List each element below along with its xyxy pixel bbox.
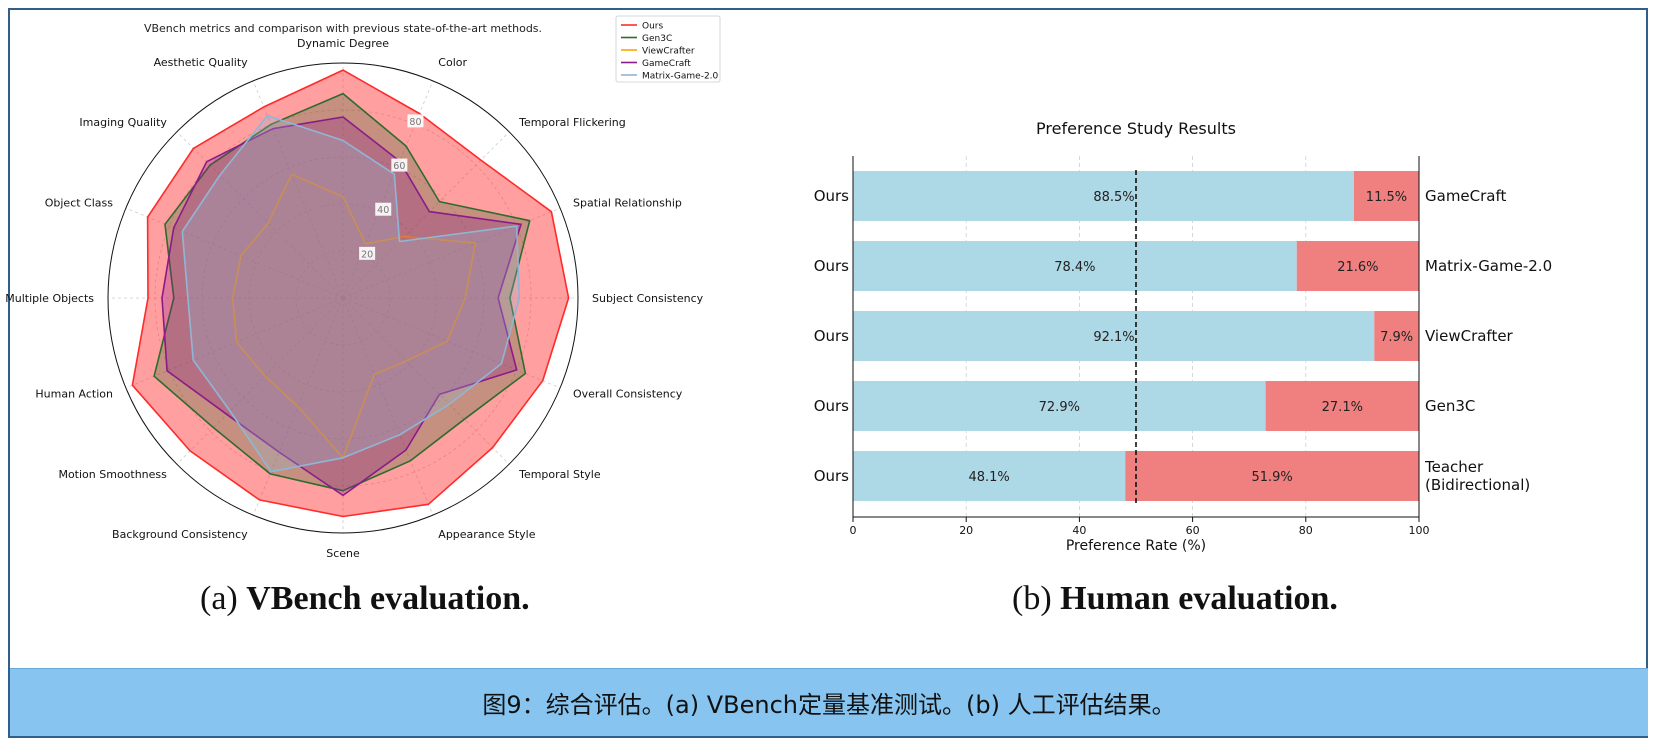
bar-baseline-value-label: 11.5% — [1366, 190, 1407, 205]
radar-axis-label-appearance-style: Appearance Style — [438, 528, 535, 541]
bar-ours-value-label: 88.5% — [1093, 190, 1134, 205]
bar-ours-segment — [853, 311, 1375, 361]
bar-baseline-value-label: 27.1% — [1322, 400, 1363, 415]
radar-series-gen3c — [153, 92, 531, 492]
bar-left-label: Ours — [814, 257, 849, 275]
caption-b: (b) Human evaluation. — [1012, 580, 1338, 618]
radar-axis-label-scene: Scene — [326, 547, 360, 560]
legend-label-gen3c: Gen3C — [642, 34, 672, 44]
radar-axis-label-dynamic-degree: Dynamic Degree — [297, 37, 389, 50]
bar-baseline-value-label: 21.6% — [1337, 260, 1378, 275]
radar-axis-label-imaging-quality: Imaging Quality — [79, 116, 167, 129]
radar-tick-bg — [359, 246, 376, 260]
bar-left-label: Ours — [814, 397, 849, 415]
radar-axis-label-human-action: Human Action — [35, 387, 113, 400]
bar-ours-segment — [853, 381, 1266, 431]
radar-tick-bg — [407, 114, 424, 128]
bar-ours-segment — [853, 241, 1297, 291]
caption-b-text: Human evaluation. — [1060, 580, 1338, 617]
caption-b-label: (b) — [1012, 580, 1052, 617]
bar-x-tick-label: 0 — [850, 524, 857, 537]
bar-baseline-segment — [1353, 171, 1419, 221]
bar-category-label: Matrix-Game-2.0 — [1425, 257, 1552, 275]
radar-axis-label-overall-consistency: Overall Consistency — [573, 387, 683, 400]
radar-axis-label-spatial-relationship: Spatial Relationship — [573, 197, 682, 210]
radar-tick-bg — [391, 158, 408, 172]
bar-baseline-segment — [1374, 311, 1419, 361]
bar-ours-value-label: 72.9% — [1039, 400, 1080, 415]
bar-category-label: GameCraft — [1425, 187, 1507, 205]
bar-left-label: Ours — [814, 327, 849, 345]
bar-ours-segment — [853, 451, 1126, 501]
radar-axis-label-subject-consistency: Subject Consistency — [592, 292, 704, 305]
radar-outer-ring — [107, 62, 579, 534]
bar-left-label: Ours — [814, 467, 849, 485]
bar-x-tick-label: 20 — [959, 524, 973, 537]
radar-axis-label-color: Color — [438, 56, 467, 69]
figure-frame — [8, 8, 1648, 738]
radar-axis-label-multiple-objects: Multiple Objects — [5, 292, 94, 305]
radar-tick-label: 60 — [393, 161, 405, 172]
legend-label-ours: Ours — [642, 22, 663, 32]
bar-baseline-segment — [1296, 241, 1419, 291]
radar-series-gamecraft — [161, 116, 522, 497]
radar-tick-label: 20 — [361, 249, 373, 260]
bar-plot: Preference Study Results 88.5% 11.5% Ours Ga… — [814, 119, 1552, 554]
bar-ours-segment — [853, 171, 1354, 221]
radar-tick-bg — [375, 202, 392, 216]
legend-box — [615, 15, 721, 83]
legend-label-viewcrafter: ViewCrafter — [642, 47, 695, 57]
radar-axis-label-temporal-flickering: Temporal Flickering — [518, 116, 626, 129]
bar-baseline-value-label: 51.9% — [1251, 470, 1292, 485]
footer-caption: 图9：综合评估。(a) VBench定量基准测试。(b) 人工评估结果。 — [482, 691, 1176, 719]
bar-baseline-value-label: 7.9% — [1380, 330, 1413, 345]
bar-baseline-segment — [1265, 381, 1419, 431]
bar-x-tick-label: 40 — [1072, 524, 1086, 537]
radar-legend: Ours Gen3C ViewCrafter GameCraft Matrix-Game… — [615, 15, 721, 83]
bar-chart-title: Preference Study Results — [1036, 119, 1236, 138]
bar-x-tick-label: 80 — [1299, 524, 1313, 537]
bar-x-tick-label: 100 — [1409, 524, 1430, 537]
radar-axis-label-motion-smoothness: Motion Smoothness — [58, 468, 167, 481]
bar-category-label: ViewCrafter — [1425, 327, 1514, 345]
bar-ours-value-label: 48.1% — [968, 470, 1009, 485]
radar-series-ours — [131, 69, 570, 518]
radar-tick-label: 40 — [377, 205, 389, 216]
bar-ours-value-label: 78.4% — [1054, 260, 1095, 275]
bar-category-label: Teacher — [1424, 458, 1484, 476]
legend-label-gamecraft: GameCraft — [642, 59, 691, 69]
bar-baseline-segment — [1125, 451, 1419, 501]
bar-x-tick-label: 60 — [1186, 524, 1200, 537]
radar-axis-label-background-consistency: Background Consistency — [112, 528, 248, 541]
radar-subtitle: VBench metrics and comparison with previ… — [144, 22, 542, 35]
radar-axis-label-object-class: Object Class — [45, 197, 114, 210]
legend-label-matrix-game-2-0: Matrix-Game-2.0 — [642, 72, 719, 82]
radar-plot: 20 40 60 80 Dynamic Degree Color Temporal Flic… — [5, 37, 703, 560]
radar-axis-label-temporal-style: Temporal Style — [518, 468, 601, 481]
radar-grid-ring-40 — [248, 203, 438, 393]
bar-category-label: Gen3C — [1425, 397, 1475, 415]
caption-a: (a) VBench evaluation. — [200, 580, 530, 618]
radar-grid-ring-20 — [295, 250, 391, 346]
radar-axis-label-aesthetic-quality: Aesthetic Quality — [154, 56, 249, 69]
bar-left-label: Ours — [814, 187, 849, 205]
figure-footer: 图9：综合评估。(a) VBench定量基准测试。(b) 人工评估结果。 — [10, 668, 1648, 736]
bar-x-axis-label: Preference Rate (%) — [1066, 538, 1206, 554]
caption-a-text: VBench evaluation. — [246, 580, 530, 617]
radar-tick-label: 80 — [409, 117, 421, 128]
caption-a-label: (a) — [200, 580, 238, 617]
bar-ours-value-label: 92.1% — [1093, 330, 1134, 345]
radar-series-matrix-game-2-0 — [181, 114, 521, 473]
bar-category-label: (Bidirectional) — [1425, 476, 1530, 494]
